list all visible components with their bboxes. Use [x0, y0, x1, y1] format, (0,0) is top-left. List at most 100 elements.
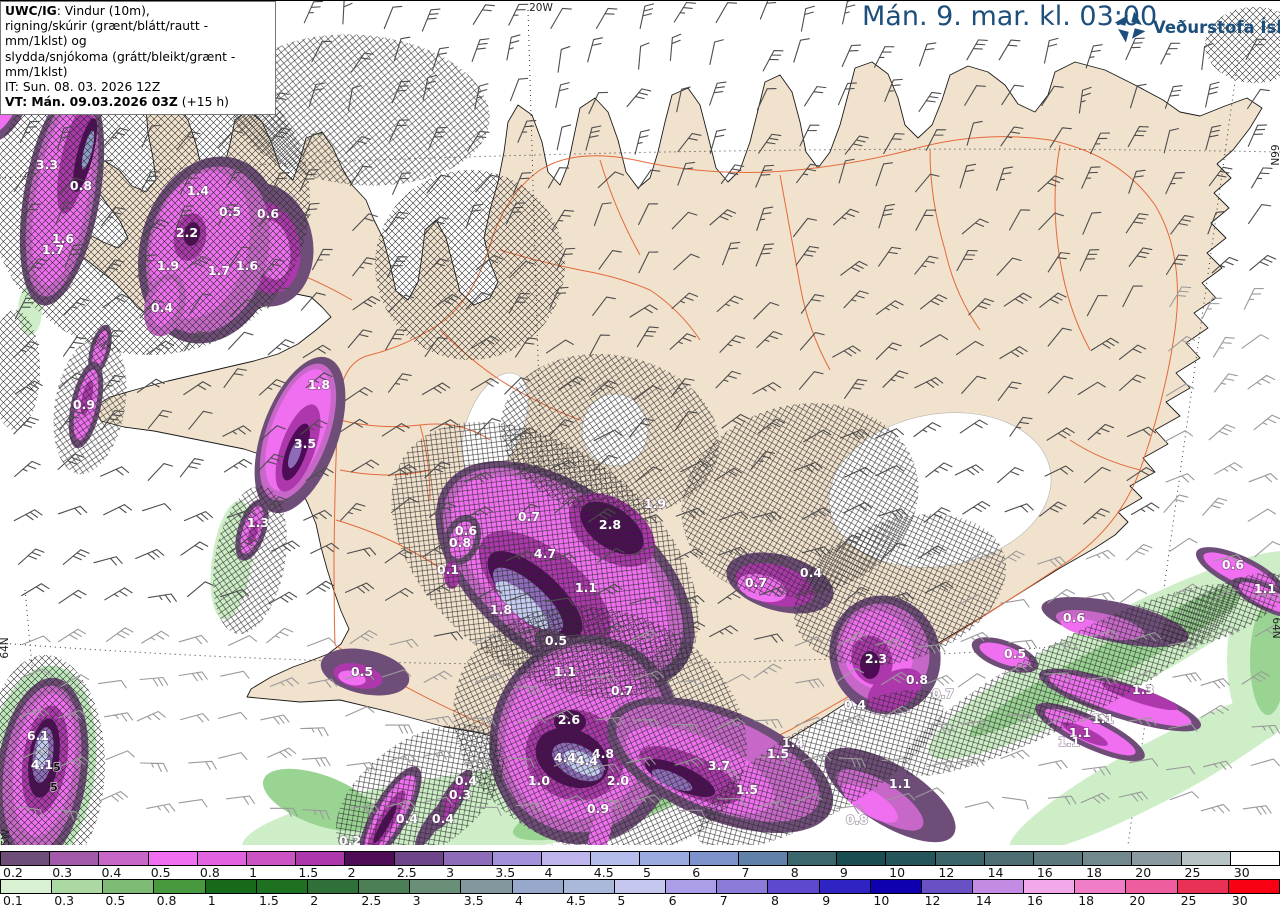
wind-barb-icon — [753, 663, 782, 678]
wind-barb-icon — [794, 636, 824, 647]
wind-barb-icon — [352, 257, 377, 277]
colorbar-segment — [410, 880, 462, 893]
wind-barb-icon — [996, 166, 1014, 191]
wind-barb-icon — [843, 586, 870, 604]
wind-barb-icon — [629, 418, 654, 438]
wind-barb-icon — [350, 459, 380, 473]
wind-barb-icon — [1129, 83, 1147, 109]
wind-barb-icon — [926, 760, 956, 771]
wind-barb-icon — [759, 756, 788, 766]
wind-barb-icon — [269, 677, 300, 687]
wind-barb-icon — [547, 167, 570, 189]
wind-barb-icon — [593, 429, 623, 442]
wind-barb-icon — [836, 804, 866, 815]
wind-barb-icon — [874, 638, 904, 649]
wind-barb-icon — [266, 127, 292, 147]
wind-barb-icon — [508, 292, 531, 314]
wind-barb-icon — [1047, 252, 1071, 273]
colorbar-tick-label: 20 — [1129, 893, 1146, 908]
wind-barb-icon — [58, 177, 84, 196]
wind-barb-icon — [305, 372, 333, 389]
wind-barb-icon — [1211, 586, 1239, 604]
colorbar-segment — [148, 852, 198, 865]
colorbar-tick-label: 0.5 — [150, 865, 171, 880]
wind-barb-icon — [754, 719, 783, 729]
colorbar-segment — [50, 852, 100, 865]
colorbar-segment — [935, 852, 985, 865]
wind-barb-icon — [303, 509, 333, 521]
wind-barb-icon — [21, 635, 51, 646]
wind-barb-field — [12, 0, 1280, 822]
wind-barb-icon — [1128, 247, 1153, 267]
wind-barb-icon — [1086, 294, 1108, 317]
colorbar-sleet-snow-labels: 0.2 0.3 0.4 0.5 0.8 1 1.5 2 2.5 3 3.5 4 4.5 5 6 7 8 9 10 12… — [0, 865, 1280, 880]
wind-barb-icon — [388, 464, 417, 477]
wind-barb-icon — [135, 548, 165, 560]
colorbar-segment — [984, 852, 1034, 865]
wind-barb-icon — [836, 667, 865, 683]
wind-barb-icon — [843, 290, 869, 309]
precip-value-label: 1.1 — [1254, 581, 1276, 596]
wind-barb-icon — [886, 792, 916, 801]
wind-barb-icon — [677, 133, 702, 153]
wind-barb-icon — [97, 679, 127, 689]
wind-barb-icon — [433, 631, 463, 641]
colorbar-tick-label: 30 — [1233, 865, 1250, 880]
wind-barb-icon — [914, 377, 944, 389]
wind-barb-icon — [99, 259, 125, 279]
wind-barb-icon — [306, 580, 335, 595]
wind-barb-icon — [60, 756, 90, 768]
wind-barb-icon — [1044, 672, 1073, 682]
wind-barb-icon — [755, 243, 775, 267]
wind-barb-icon — [1165, 172, 1186, 195]
wind-barb-icon — [300, 292, 326, 311]
wind-barb-icon — [421, 382, 451, 396]
wind-barb-icon — [62, 549, 90, 566]
wind-barb-icon — [798, 371, 824, 390]
wind-barb-icon — [178, 671, 208, 682]
wind-barb-icon — [880, 542, 907, 561]
wind-barb-icon — [21, 583, 50, 597]
legend-line-3: slydda/snjókoma (grátt/bleikt/grænt - mm… — [5, 49, 236, 79]
wind-barb-icon — [966, 549, 995, 562]
wind-barb-icon — [1047, 375, 1074, 394]
wind-barb-icon — [383, 5, 403, 30]
wind-barb-icon — [800, 294, 825, 314]
wind-barb-icon — [1202, 497, 1228, 516]
wind-barb-icon — [422, 74, 438, 101]
wind-barb-icon — [1000, 599, 1030, 608]
wind-barb-icon — [1129, 758, 1159, 767]
colorbar-tick-label: 25 — [1184, 865, 1201, 880]
wind-barb-icon — [1079, 249, 1100, 272]
wind-barb-icon — [964, 801, 994, 810]
wind-barb-icon — [303, 0, 324, 24]
colorbar-segment — [768, 880, 820, 893]
wind-barb-icon — [1132, 631, 1162, 642]
wind-barb-icon — [875, 342, 902, 360]
wind-barb-icon — [1251, 167, 1273, 189]
wind-barb-icon — [340, 503, 366, 521]
wind-barb-icon — [756, 330, 783, 349]
wind-barb-icon — [462, 544, 491, 559]
wind-barb-icon — [220, 589, 250, 599]
colorbar-tick-label: 14 — [987, 865, 1004, 880]
precip-value-label: 1.8 — [308, 377, 330, 392]
pinwheel-logo-icon — [1114, 11, 1146, 43]
wind-barb-icon — [349, 630, 378, 645]
wind-barb-icon — [513, 503, 540, 521]
wind-barb-icon — [1047, 327, 1072, 347]
wind-barb-icon — [1163, 494, 1189, 513]
wind-barb-icon — [223, 368, 247, 388]
wind-barb-icon — [352, 213, 378, 231]
wind-barb-icon — [631, 794, 662, 804]
wind-barb-icon — [1208, 424, 1236, 441]
wind-barb-icon — [1083, 508, 1110, 525]
precip-value-label: 1.0 — [528, 773, 550, 788]
wind-barb-icon — [464, 471, 494, 483]
wind-barb-icon — [57, 628, 87, 643]
wind-barb-icon — [267, 339, 295, 356]
wind-barb-icon — [762, 50, 784, 72]
wind-barb-icon — [589, 334, 610, 356]
weather-map: 3.30.81.61.71.40.5 0.62.21.9 1.61.70.40.91… — [0, 0, 1280, 875]
wind-barb-icon — [423, 796, 453, 805]
